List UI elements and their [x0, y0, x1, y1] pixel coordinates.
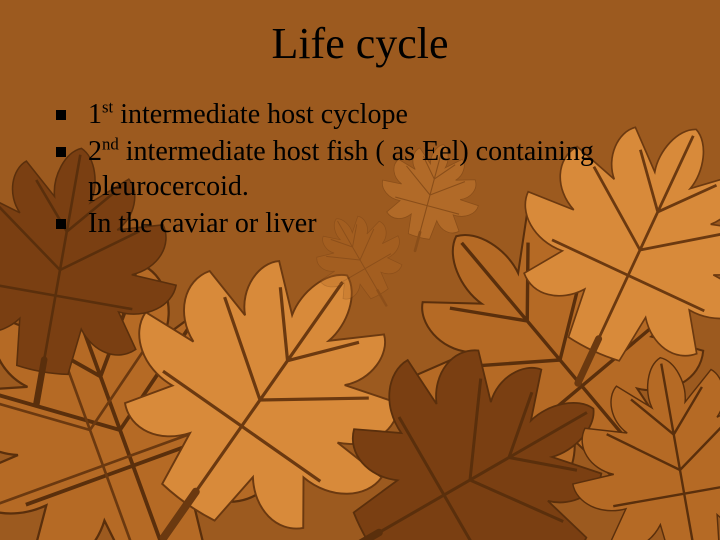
list-item: 1st intermediate host cyclope — [56, 97, 690, 132]
bullet-text: 1st intermediate host cyclope — [88, 97, 408, 132]
bullet-icon — [56, 110, 66, 120]
list-item: 2nd intermediate host fish ( as Eel) con… — [56, 134, 690, 204]
bullet-icon — [56, 147, 66, 157]
bullet-text: In the caviar or liver — [88, 206, 317, 241]
slide-title: Life cycle — [0, 0, 720, 97]
slide-content: Life cycle 1st intermediate host cyclope… — [0, 0, 720, 540]
bullet-list: 1st intermediate host cyclope 2nd interm… — [0, 97, 720, 241]
bullet-text: 2nd intermediate host fish ( as Eel) con… — [88, 134, 690, 204]
bullet-icon — [56, 219, 66, 229]
slide: Life cycle 1st intermediate host cyclope… — [0, 0, 720, 540]
list-item: In the caviar or liver — [56, 206, 690, 241]
